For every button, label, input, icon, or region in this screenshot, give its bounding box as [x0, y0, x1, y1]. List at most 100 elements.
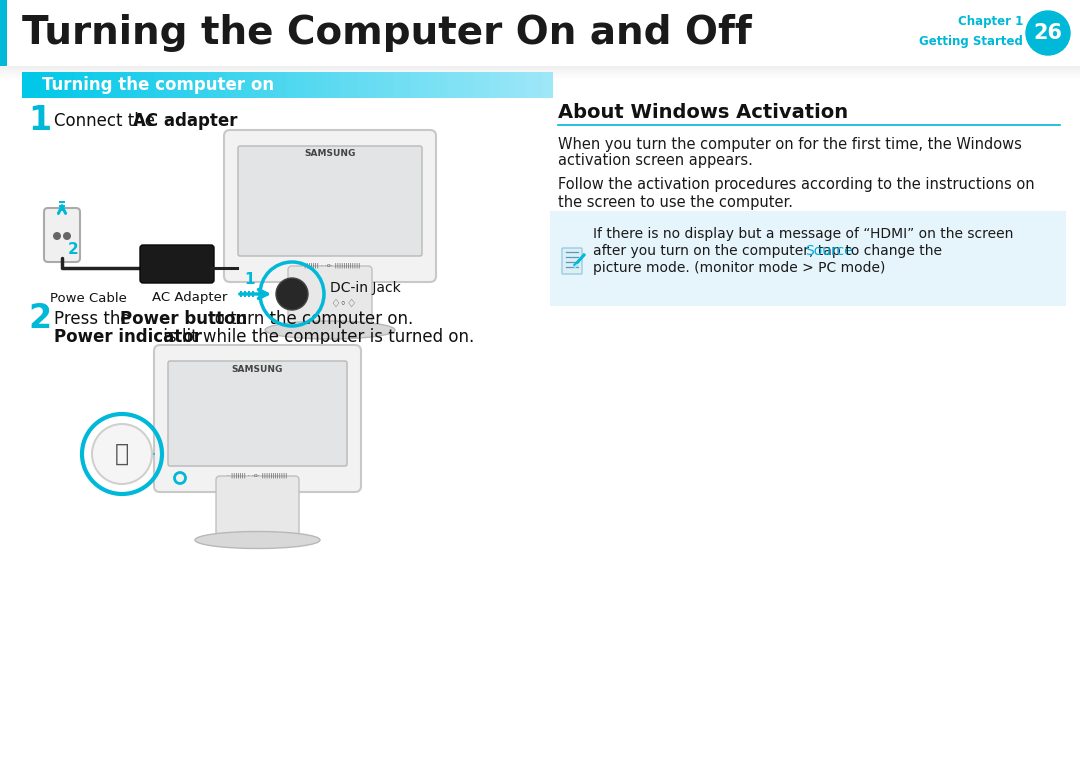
Bar: [384, 72, 394, 98]
Text: · ||||||| · ·o· ||||||||||||: · ||||||| · ·o· ||||||||||||: [300, 262, 360, 268]
Bar: [181, 72, 191, 98]
Bar: [269, 72, 279, 98]
Text: Turning the Computer On and Off: Turning the Computer On and Off: [22, 14, 752, 52]
FancyBboxPatch shape: [238, 146, 422, 256]
Bar: [66, 72, 76, 98]
Bar: [172, 72, 183, 98]
Bar: [0, 67, 1080, 69]
FancyBboxPatch shape: [224, 130, 436, 282]
Text: Follow the activation procedures according to the instructions on: Follow the activation procedures accordi…: [558, 178, 1035, 192]
Circle shape: [92, 424, 152, 484]
Bar: [243, 72, 253, 98]
Text: SAMSUNG: SAMSUNG: [232, 365, 283, 374]
Text: 2: 2: [28, 303, 51, 336]
Text: Powe Cable: Powe Cable: [50, 292, 126, 305]
Bar: [59, 201, 65, 203]
Bar: [313, 72, 323, 98]
Bar: [0, 78, 1080, 80]
Text: 2: 2: [68, 243, 79, 257]
Bar: [137, 72, 147, 98]
Bar: [0, 70, 1080, 72]
Text: Source: Source: [806, 244, 853, 258]
Text: About Windows Activation: About Windows Activation: [558, 103, 848, 123]
Bar: [0, 70, 1080, 71]
Bar: [234, 72, 244, 98]
Bar: [244, 291, 246, 297]
Bar: [59, 208, 65, 211]
Bar: [322, 72, 333, 98]
Bar: [163, 72, 173, 98]
Bar: [0, 0, 1080, 66]
FancyBboxPatch shape: [168, 361, 347, 466]
Bar: [199, 72, 208, 98]
Bar: [0, 67, 1080, 68]
Bar: [146, 72, 156, 98]
FancyBboxPatch shape: [140, 245, 214, 283]
Circle shape: [276, 278, 308, 310]
Bar: [0, 66, 1080, 67]
Bar: [260, 72, 270, 98]
Bar: [305, 72, 314, 98]
Bar: [340, 72, 350, 98]
Bar: [252, 291, 254, 297]
Text: If there is no display but a message of “HDMI” on the screen: If there is no display but a message of …: [593, 227, 1013, 241]
Bar: [429, 72, 438, 98]
Text: DC-in Jack: DC-in Jack: [330, 281, 401, 295]
Bar: [216, 72, 226, 98]
FancyBboxPatch shape: [44, 208, 80, 262]
Text: picture mode. (monitor mode > PC mode): picture mode. (monitor mode > PC mode): [593, 261, 886, 275]
Bar: [248, 291, 249, 297]
Bar: [93, 72, 103, 98]
Bar: [119, 72, 129, 98]
FancyBboxPatch shape: [154, 345, 361, 492]
Bar: [287, 72, 297, 98]
Text: SAMSUNG: SAMSUNG: [305, 149, 355, 159]
FancyBboxPatch shape: [216, 476, 299, 542]
Text: AC Adapter: AC Adapter: [152, 292, 228, 305]
Bar: [240, 291, 242, 297]
Bar: [190, 72, 200, 98]
Bar: [252, 72, 261, 98]
Bar: [84, 72, 94, 98]
Bar: [0, 73, 1080, 74]
Bar: [75, 72, 85, 98]
Bar: [357, 72, 367, 98]
Bar: [279, 72, 288, 98]
Bar: [0, 74, 1080, 75]
Text: is lit while the computer is turned on.: is lit while the computer is turned on.: [158, 328, 474, 346]
Circle shape: [63, 232, 71, 240]
Text: to change the: to change the: [841, 244, 942, 258]
Text: Connect the: Connect the: [54, 112, 160, 130]
Bar: [0, 77, 1080, 78]
Bar: [543, 72, 553, 98]
Bar: [393, 72, 403, 98]
Bar: [376, 72, 386, 98]
Text: Power button: Power button: [120, 310, 247, 328]
Bar: [508, 72, 517, 98]
Bar: [516, 72, 527, 98]
Text: activation screen appears.: activation screen appears.: [558, 153, 753, 169]
Bar: [0, 77, 1080, 79]
Ellipse shape: [265, 321, 395, 339]
Text: When you turn the computer on for the first time, the Windows: When you turn the computer on for the fi…: [558, 136, 1022, 152]
Text: Getting Started: Getting Started: [919, 35, 1023, 48]
Bar: [225, 72, 235, 98]
Text: 26: 26: [1034, 23, 1063, 43]
Bar: [102, 72, 111, 98]
Bar: [154, 72, 164, 98]
Text: AC adapter: AC adapter: [133, 112, 238, 130]
Bar: [22, 72, 31, 98]
Text: after you turn on the computer, tap: after you turn on the computer, tap: [593, 244, 846, 258]
Text: .: .: [203, 112, 207, 130]
Bar: [0, 74, 1080, 76]
Bar: [419, 72, 430, 98]
Bar: [526, 72, 536, 98]
Text: to turn the computer on.: to turn the computer on.: [203, 310, 414, 328]
Bar: [207, 72, 217, 98]
Text: · ||||||| · ·o· ||||||||||||: · ||||||| · ·o· ||||||||||||: [228, 473, 287, 478]
Bar: [332, 72, 341, 98]
Bar: [535, 72, 544, 98]
Text: the screen to use the computer.: the screen to use the computer.: [558, 195, 793, 209]
Text: 1: 1: [244, 273, 255, 287]
Bar: [110, 72, 120, 98]
